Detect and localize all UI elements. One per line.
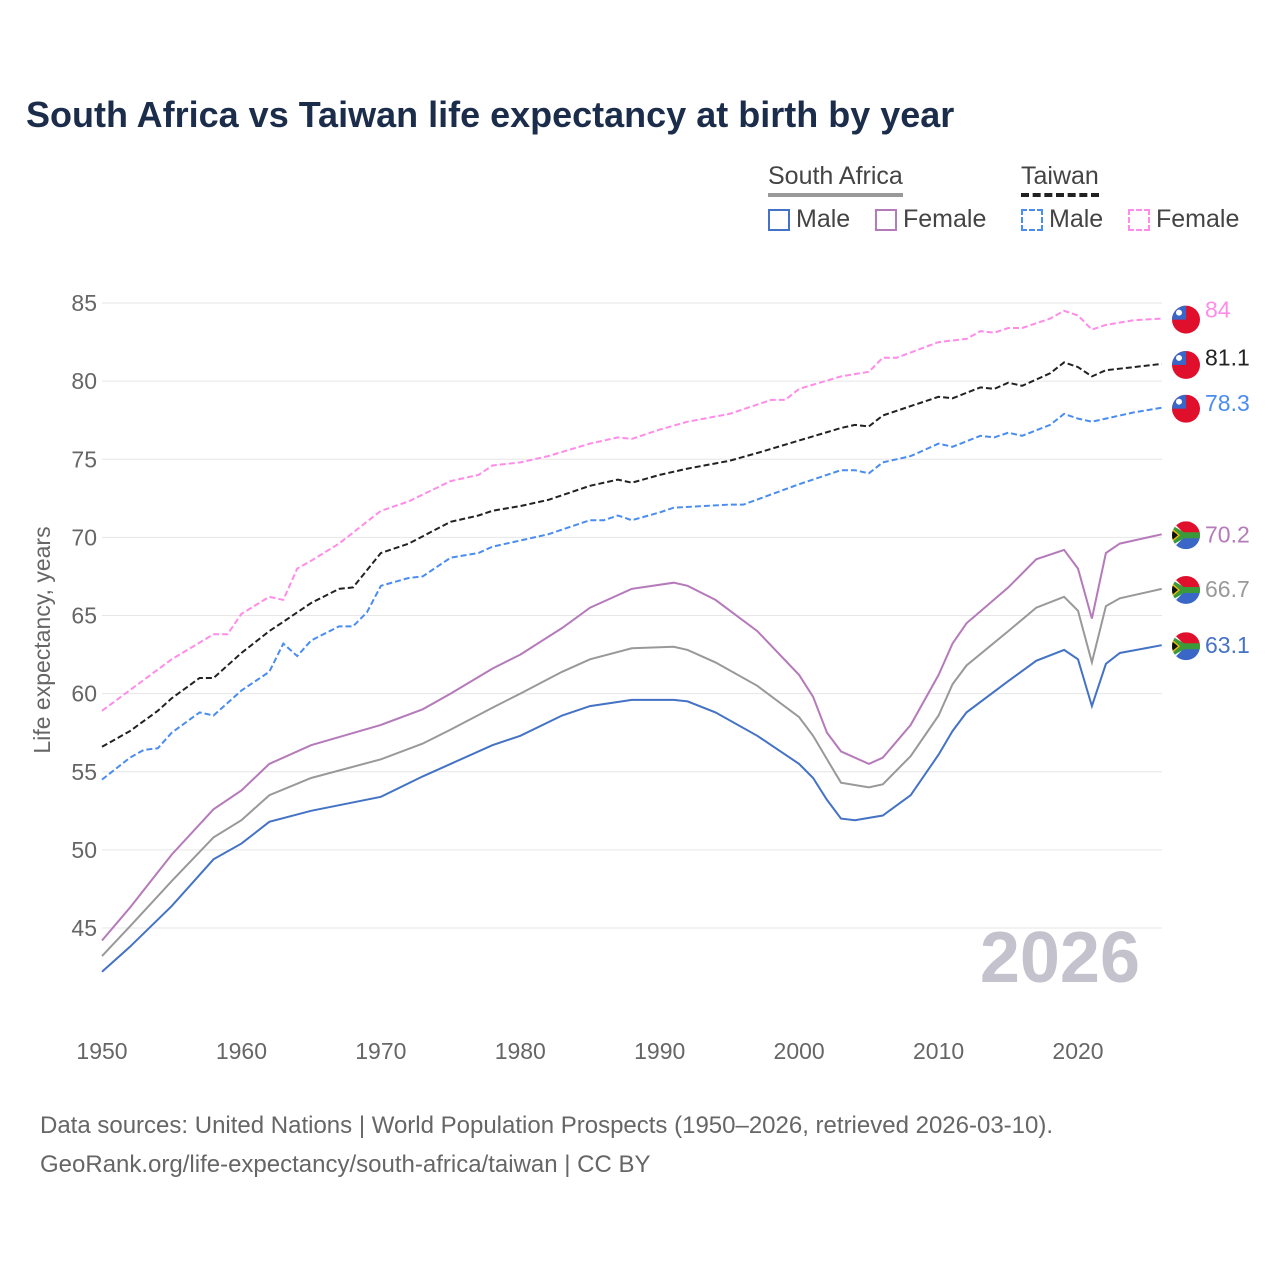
south-africa-flag-icon — [1172, 632, 1200, 661]
taiwan-flag-icon — [1172, 394, 1200, 423]
x-tick-label: 2010 — [913, 1038, 964, 1064]
legend-swatch — [768, 208, 790, 231]
legend-label: Female — [903, 205, 987, 233]
x-tick-label: 1970 — [355, 1038, 406, 1064]
series-line-taiwan-male — [101, 406, 1162, 781]
y-tick-label: 55 — [71, 759, 97, 785]
end-label-south-africa-total: 66.7 — [1205, 576, 1250, 602]
year-watermark: 2026 — [980, 918, 1140, 998]
footer-link[interactable]: GeoRank.org/life-expectancy/south-africa… — [40, 1151, 651, 1178]
footer: Data sources: United Nations | World Pop… — [40, 1106, 1053, 1184]
end-label-taiwan-male: 78.3 — [1205, 390, 1250, 416]
legend-label: Male — [1049, 205, 1104, 233]
legend-swatch — [1021, 208, 1043, 231]
end-label-south-africa-female: 70.2 — [1205, 521, 1250, 547]
x-tick-label: 1980 — [495, 1038, 546, 1064]
end-label-taiwan-total: 81.1 — [1205, 345, 1250, 371]
legend-group-taiwan: Taiwan — [1021, 162, 1099, 197]
legend-item-tw-female[interactable]: Female — [1128, 205, 1239, 234]
legend-label: Female — [1156, 205, 1240, 233]
series-line-south-africa-total — [101, 587, 1162, 957]
x-tick-label: 2000 — [774, 1038, 825, 1064]
legend-swatch — [875, 208, 897, 231]
legend-label: Male — [796, 205, 851, 233]
taiwan-flag-icon — [1172, 350, 1200, 379]
series-line-taiwan-female — [101, 309, 1162, 712]
series-line-south-africa-female — [101, 533, 1162, 942]
chart-title: South Africa vs Taiwan life expectancy a… — [26, 94, 955, 135]
y-tick-label: 70 — [71, 524, 97, 550]
y-tick-label: 50 — [71, 837, 97, 863]
x-tick-label: 2020 — [1052, 1038, 1103, 1064]
taiwan-flag-icon — [1172, 305, 1200, 334]
series-line-taiwan-total — [101, 361, 1162, 748]
y-axis-label: Life expectancy, years — [29, 526, 55, 753]
legend-item-tw-male[interactable]: Male — [1021, 205, 1103, 234]
y-tick-label: 45 — [71, 915, 97, 941]
south-africa-flag-icon — [1172, 521, 1200, 550]
y-tick-label: 85 — [71, 290, 97, 316]
south-africa-flag-icon — [1172, 575, 1200, 604]
legend-item-sa-female[interactable]: Female — [875, 205, 986, 234]
legend-group-south-africa: South Africa — [768, 162, 903, 197]
y-tick-label: 75 — [71, 446, 97, 472]
x-tick-label: 1990 — [634, 1038, 685, 1064]
y-tick-label: 80 — [71, 368, 97, 394]
legend-item-sa-male[interactable]: Male — [768, 205, 850, 234]
end-label-taiwan-female: 84 — [1205, 296, 1231, 322]
y-tick-label: 65 — [71, 603, 97, 629]
x-tick-label: 1960 — [216, 1038, 267, 1064]
end-label-south-africa-male: 63.1 — [1205, 632, 1250, 658]
y-tick-label: 60 — [71, 681, 97, 707]
legend-swatch — [1128, 208, 1150, 231]
series-line-south-africa-male — [101, 644, 1162, 973]
x-tick-label: 1950 — [76, 1038, 127, 1064]
footer-sources: Data sources: United Nations | World Pop… — [40, 1112, 1054, 1139]
